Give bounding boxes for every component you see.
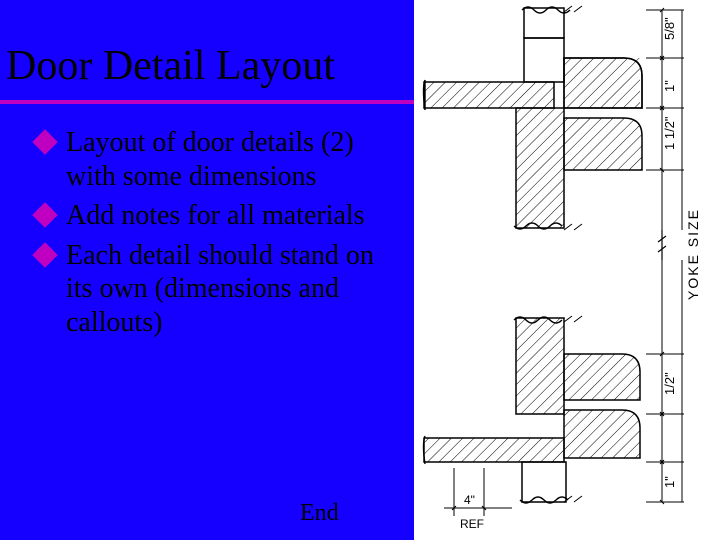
top-right-lower [564, 118, 642, 170]
sill-left-bar [424, 436, 565, 464]
bullet-text: Each detail should stand on its own (dim… [66, 240, 374, 338]
bullet-diamond-icon [32, 242, 57, 267]
dim-label: 1" [662, 476, 677, 488]
bottom-break-stub [520, 462, 568, 503]
bullet-item: Add notes for all materials [36, 199, 392, 233]
head-vertical-piece [524, 38, 564, 82]
slide-title: Door Detail Layout [6, 42, 335, 90]
dim-label-yoke: YOKE SIZE [685, 208, 701, 300]
bullet-text: Layout of door details (2) with some dim… [66, 127, 354, 192]
top-break-stub [522, 7, 570, 38]
dim-label: 1 1/2" [662, 116, 677, 150]
sill-right-upper [564, 354, 640, 400]
door-section-sketch: 5/8" 1" 1 1/2" YOKE SIZE 1/2" 1" REF 4" [414, 0, 720, 540]
bullet-list: Layout of door details (2) with some dim… [36, 126, 392, 346]
dim-label-ref: REF [460, 517, 484, 531]
dim-label: 1" [662, 80, 677, 92]
sill-right-lower [564, 410, 640, 458]
top-right-casing [564, 58, 642, 108]
bullet-item: Each detail should stand on its own (dim… [36, 239, 392, 340]
door-top [514, 108, 564, 229]
head-jamb-left [424, 80, 555, 110]
dim-labels-left: REF 4" [460, 493, 484, 531]
technical-drawing-panel: 5/8" 1" 1 1/2" YOKE SIZE 1/2" 1" REF 4" [414, 0, 720, 540]
bullet-diamond-icon [32, 129, 57, 154]
yoke-break [658, 230, 666, 260]
dim-label: 1/2" [662, 372, 677, 395]
end-label: End [300, 500, 339, 527]
title-underline [0, 100, 430, 104]
door-bottom [514, 317, 564, 414]
dim-label: 5/8" [662, 17, 677, 40]
bullet-diamond-icon [32, 202, 57, 227]
dim-lines-lower-left [444, 468, 512, 516]
bullet-text: Add notes for all materials [66, 200, 365, 231]
bullet-item: Layout of door details (2) with some dim… [36, 126, 392, 193]
dim-label-4in: 4" [464, 493, 475, 507]
